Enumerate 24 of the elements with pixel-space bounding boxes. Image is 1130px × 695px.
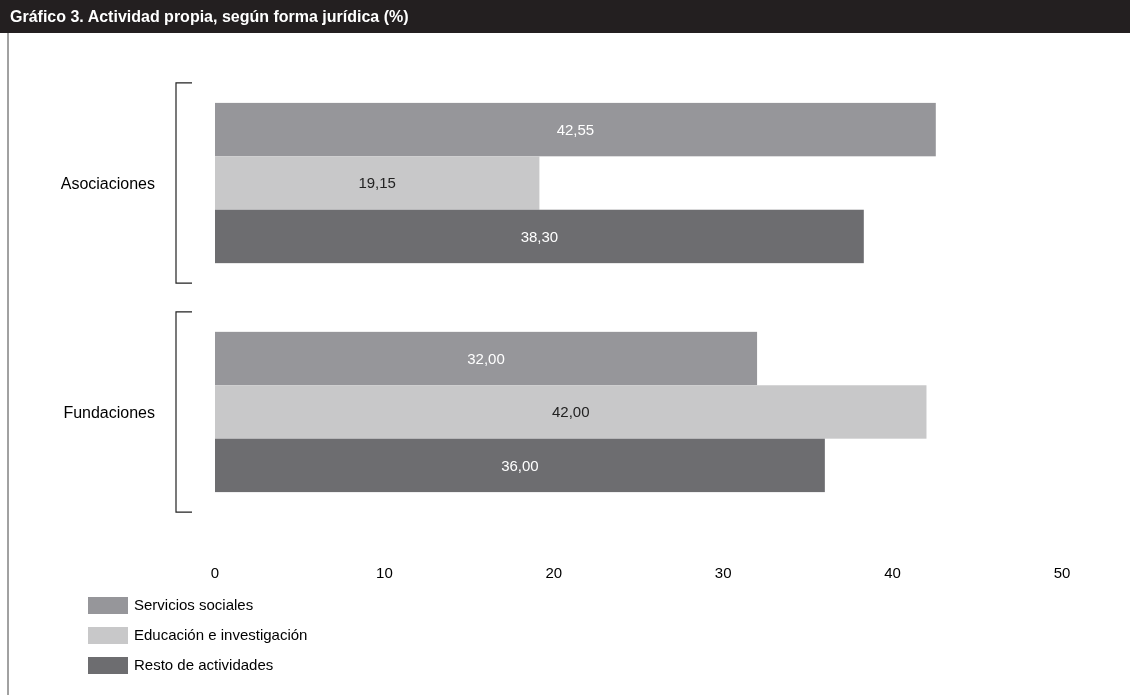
chart-title: Gráfico 3. Actividad propia, según forma jurídica (%) (10, 8, 409, 25)
legend-label: Servicios sociales (134, 596, 254, 614)
bar (215, 102, 936, 157)
data-label: 19,15 (358, 174, 396, 192)
x-tick-label: 50 (1053, 564, 1071, 581)
x-tick-label: 20 (545, 564, 563, 581)
x-tick-label: 30 (714, 564, 732, 581)
bar (215, 438, 825, 493)
y-tick-label: Asociaciones (60, 174, 155, 192)
data-label: 42,00 (551, 403, 590, 421)
y-tick-label: Fundaciones (63, 403, 155, 421)
bar (215, 156, 540, 210)
x-tick-label: 10 (376, 564, 393, 581)
legend-label: Educación e investigación (134, 626, 308, 644)
bar (215, 385, 927, 439)
data-label: 32,00 (467, 349, 505, 367)
bar (215, 209, 864, 264)
x-tick-label: 40 (884, 564, 901, 581)
data-label: 38,30 (520, 227, 559, 245)
data-label: 36,00 (501, 456, 539, 474)
legend-label: Resto de actividades (134, 656, 274, 674)
bar (215, 331, 758, 386)
x-tick-label: 0 (210, 564, 220, 581)
data-label: 42,55 (556, 120, 595, 138)
